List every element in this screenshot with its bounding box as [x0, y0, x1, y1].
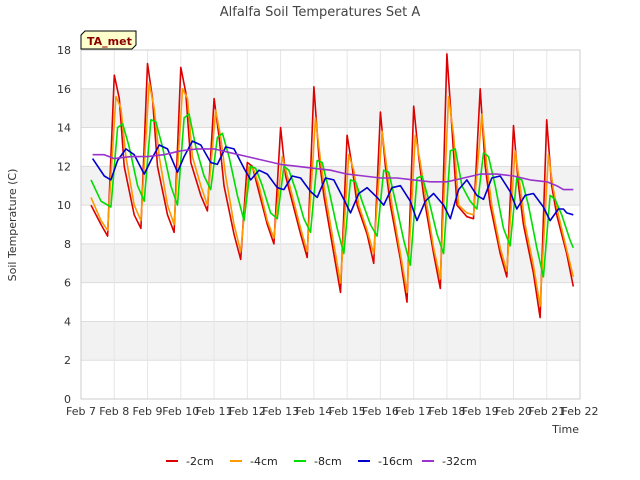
plot-frame: [80, 49, 581, 400]
background-band: [81, 321, 580, 361]
legend-label: -4cm: [250, 455, 278, 468]
x-tick-label: Feb 17: [395, 405, 432, 418]
site-label-background: [80, 30, 137, 50]
site-label: TA_met: [87, 35, 132, 48]
y-tick-label: 12: [57, 160, 71, 173]
y-tick-label: 6: [64, 277, 71, 290]
legend-label: -2cm: [186, 455, 214, 468]
series-line-2cm: [90, 53, 575, 319]
legend-label: -32cm: [442, 455, 477, 468]
x-tick-label: Feb 14: [295, 405, 332, 418]
y-tick-label: 16: [57, 83, 71, 96]
chart-title: Alfalfa Soil Temperatures Set A: [220, 5, 421, 20]
x-tick-label: Feb 21: [528, 405, 565, 418]
background-band: [81, 243, 580, 283]
y-axis-label: Soil Temperature (C): [6, 169, 19, 282]
series-line-16cm: [91, 140, 574, 222]
x-tick-label: Feb 10: [162, 405, 199, 418]
x-tick-label: Feb 13: [262, 405, 299, 418]
background-bands: [81, 88, 580, 361]
y-tick-label: 8: [64, 238, 71, 251]
series-line-4cm: [90, 82, 575, 307]
y-tick-label: 10: [57, 199, 71, 212]
background-band: [81, 88, 580, 128]
y-tick-label: 4: [64, 315, 71, 328]
series-line-8cm: [90, 113, 575, 278]
legend-label: -16cm: [378, 455, 413, 468]
x-tick-label: Feb 18: [428, 405, 465, 418]
x-axis-label: Time: [551, 423, 579, 436]
x-tick-label: Feb 9: [133, 405, 163, 418]
series-lines: [90, 53, 575, 319]
x-tick-label: Feb 19: [462, 405, 499, 418]
x-tick-label: Feb 12: [229, 405, 266, 418]
x-tick-label: Feb 22: [562, 405, 599, 418]
series-line-32cm: [92, 148, 574, 191]
y-tick-label: 0: [64, 393, 71, 406]
legend-label: -8cm: [314, 455, 342, 468]
y-tick-labels: 0 2 4 6 8 10 12 14 16 18: [57, 44, 71, 406]
x-tick-label: Feb 15: [329, 405, 366, 418]
x-tick-label: Feb 8: [99, 405, 129, 418]
x-tick-label: Feb 20: [495, 405, 532, 418]
x-tick-label: Feb 11: [196, 405, 233, 418]
site-label-box: TA_met: [80, 30, 137, 50]
y-tick-label: 18: [57, 44, 71, 57]
legend: -2cm -4cm -8cm -16cm -32cm: [166, 455, 477, 468]
y-tick-label: 2: [64, 354, 71, 367]
x-tick-label: Feb 16: [362, 405, 399, 418]
x-tick-label: Feb 7: [66, 405, 96, 418]
y-tick-label: 14: [57, 122, 71, 135]
